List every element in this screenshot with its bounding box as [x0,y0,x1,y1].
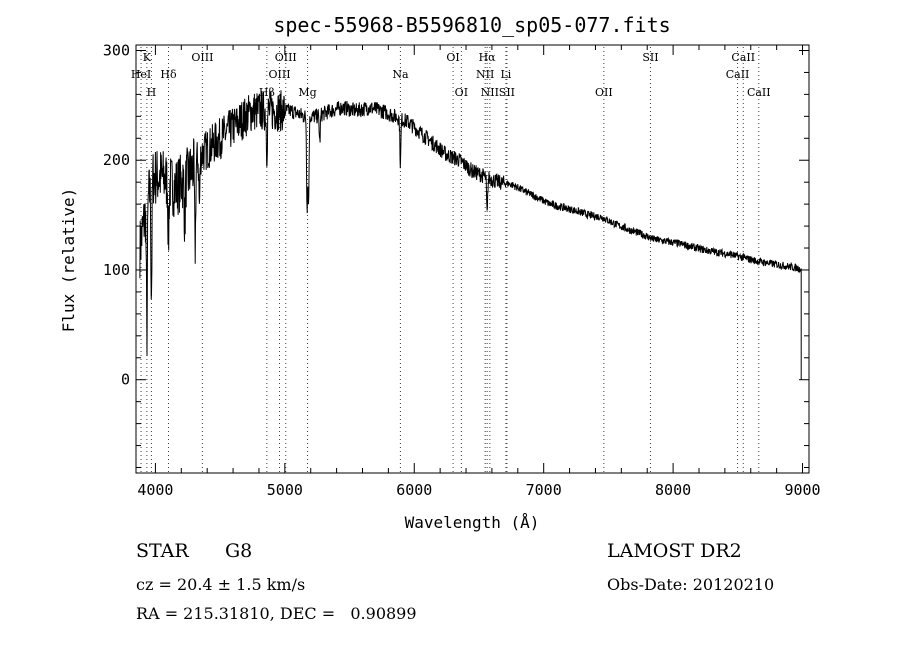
line-label-12: Hα [479,51,497,64]
object-class: STAR [136,540,189,562]
line-label-9: Na [392,68,409,81]
line-label-13: NII [476,68,494,81]
line-label-14: Li [500,68,511,81]
line-label-20: CaII [726,68,750,81]
line-label-2: Hδ [160,68,177,81]
line-label-21: CaII [747,86,771,99]
x-tick-label-2: 6000 [396,481,432,499]
line-label-8: Mg [298,86,316,99]
line-label-3: H [147,86,157,99]
line-label-11: OI [455,86,468,99]
x-tick-label-0: 4000 [137,481,173,499]
line-label-15: NII [481,86,499,99]
x-tick-label-3: 7000 [526,481,562,499]
line-label-0: K [143,51,152,64]
line-label-6: OIII [268,68,290,81]
line-label-4: OIII [191,51,213,64]
y-tick-label-1: 100 [103,261,130,279]
axes: 4000 5000 6000 7000 8000 9000 0 100 200 300 [103,41,821,499]
x-tick-label-5: 9000 [784,481,820,499]
coordinates: RA = 215.31810, DEC = 0.90899 [136,604,417,623]
spectrum-layer [139,90,802,380]
line-markers [140,47,760,472]
line-label-19: CaII [731,51,755,64]
y-tick-label-2: 200 [103,151,130,169]
spectrum-line [139,90,802,380]
survey-name: LAMOST DR2 [607,540,742,562]
y-axis-label: Flux (relative) [59,188,78,333]
redshift-value: cz = 20.4 ± 1.5 km/s [136,575,306,594]
x-tick-label-4: 8000 [655,481,691,499]
line-label-1: HeI [131,68,151,81]
plot-frame [135,44,810,474]
object-subclass: G8 [225,540,253,562]
x-axis-label: Wavelength (Å) [405,513,540,532]
y-tick-label-3: 300 [103,41,130,59]
line-label-17: OII [595,86,613,99]
y-tick-label-0: 0 [121,371,130,389]
observation-date: Obs-Date: 20120210 [607,575,775,594]
line-label-7: Hβ [259,86,275,99]
line-label-16: SII [499,86,515,99]
line-label-10: OI [446,51,459,64]
line-label-5: OIII [275,51,297,64]
chart-title: spec-55968-B5596810_sp05-077.fits [273,13,670,37]
x-tick-label-1: 5000 [267,481,303,499]
line-label-18: SII [642,51,658,64]
